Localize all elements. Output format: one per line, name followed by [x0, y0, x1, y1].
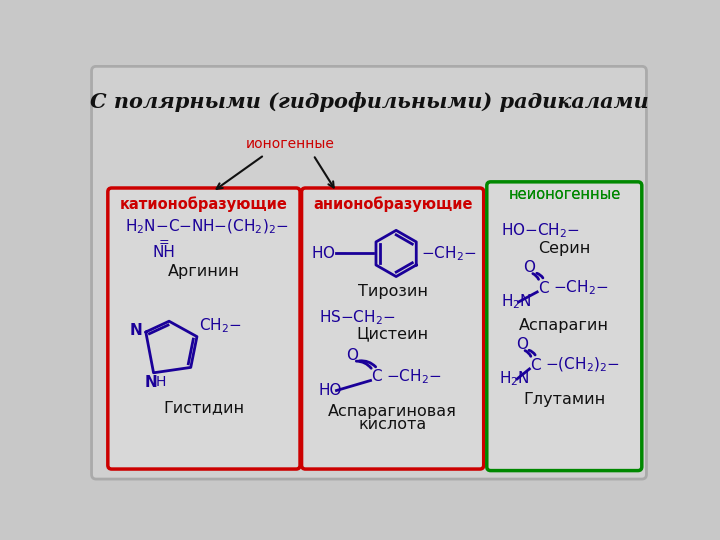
- Text: Серин: Серин: [538, 240, 590, 255]
- FancyBboxPatch shape: [487, 182, 642, 470]
- Text: H$_2$N$-$C$-$NH$-$(CH$_2$)$_2$$-$: H$_2$N$-$C$-$NH$-$(CH$_2$)$_2$$-$: [125, 217, 289, 235]
- FancyBboxPatch shape: [108, 188, 300, 469]
- Text: NH: NH: [152, 245, 175, 260]
- Text: N: N: [145, 375, 158, 389]
- Text: С полярными (гидрофильными) радикалами: С полярными (гидрофильными) радикалами: [90, 92, 648, 112]
- Text: O: O: [516, 337, 528, 352]
- Text: H: H: [156, 375, 166, 389]
- Text: ионогенные: ионогенные: [246, 137, 334, 151]
- Text: O: O: [346, 348, 358, 363]
- Text: H$_2$N: H$_2$N: [499, 369, 530, 388]
- Text: H$_2$N: H$_2$N: [500, 293, 531, 311]
- Text: Аргинин: Аргинин: [168, 264, 240, 279]
- Text: $-$CH$_2$$-$: $-$CH$_2$$-$: [421, 244, 477, 263]
- FancyBboxPatch shape: [91, 66, 647, 479]
- Text: неионогенные: неионогенные: [508, 187, 621, 202]
- Text: C: C: [372, 369, 382, 384]
- Text: HO: HO: [319, 383, 342, 398]
- Text: $-$CH$_2$$-$: $-$CH$_2$$-$: [386, 367, 441, 386]
- Text: O: O: [523, 260, 536, 275]
- Text: Аспарагин: Аспарагин: [519, 318, 609, 333]
- Text: $-$CH$_2$$-$: $-$CH$_2$$-$: [553, 279, 608, 298]
- Text: HO$-$: HO$-$: [311, 246, 348, 261]
- Text: $-$(CH$_2$)$_2$$-$: $-$(CH$_2$)$_2$$-$: [545, 356, 620, 374]
- FancyBboxPatch shape: [302, 188, 484, 469]
- Text: неионогенные: неионогенные: [508, 187, 621, 202]
- Text: Гистидин: Гистидин: [163, 400, 245, 415]
- Text: HS$-$CH$_2$$-$: HS$-$CH$_2$$-$: [319, 308, 395, 327]
- Text: CH$_2$$-$: CH$_2$$-$: [199, 316, 242, 335]
- Text: C: C: [538, 281, 549, 295]
- Text: анионобразующие: анионобразующие: [313, 197, 472, 212]
- Text: $\!\!\!\!=\!\!\!\!$: $\!\!\!\!=\!\!\!\!$: [158, 234, 168, 247]
- Text: Цистеин: Цистеин: [356, 327, 428, 342]
- Text: Глутамин: Глутамин: [523, 392, 606, 407]
- Text: HO$-$CH$_2$$-$: HO$-$CH$_2$$-$: [500, 221, 580, 240]
- Text: Тирозин: Тирозин: [358, 285, 428, 300]
- Text: кислота: кислота: [359, 417, 427, 432]
- Text: C: C: [531, 357, 541, 373]
- Text: N: N: [129, 323, 142, 338]
- Text: Аспарагиновая: Аспарагиновая: [328, 404, 457, 419]
- Text: катионобразующие: катионобразующие: [120, 197, 288, 212]
